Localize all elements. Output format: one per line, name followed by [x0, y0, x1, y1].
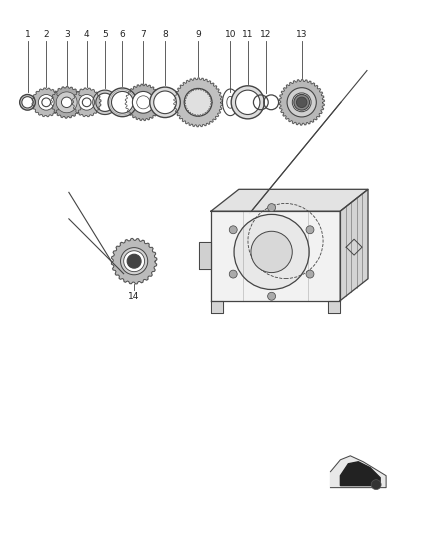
Circle shape	[231, 86, 264, 119]
Circle shape	[268, 292, 276, 300]
Circle shape	[268, 204, 276, 212]
Text: 10: 10	[225, 30, 236, 39]
Circle shape	[79, 94, 95, 110]
Polygon shape	[199, 243, 211, 269]
Text: 3: 3	[64, 30, 70, 39]
Circle shape	[22, 96, 33, 108]
Polygon shape	[279, 79, 325, 125]
Circle shape	[132, 92, 154, 113]
Circle shape	[251, 231, 292, 272]
Polygon shape	[111, 238, 157, 284]
Circle shape	[20, 94, 35, 110]
Text: 12: 12	[260, 30, 272, 39]
Polygon shape	[340, 462, 380, 486]
Circle shape	[306, 226, 314, 234]
Text: 8: 8	[162, 30, 168, 39]
Circle shape	[306, 270, 314, 278]
Circle shape	[61, 97, 72, 108]
Circle shape	[154, 91, 177, 114]
Polygon shape	[211, 211, 340, 301]
Circle shape	[39, 94, 54, 110]
Text: 1: 1	[25, 30, 30, 39]
Circle shape	[229, 226, 237, 234]
Circle shape	[108, 88, 137, 117]
Polygon shape	[211, 301, 223, 312]
Text: 14: 14	[128, 292, 140, 301]
Circle shape	[120, 248, 148, 275]
Circle shape	[297, 97, 307, 108]
Circle shape	[371, 480, 381, 490]
Circle shape	[56, 92, 77, 113]
Polygon shape	[93, 90, 117, 115]
Polygon shape	[174, 78, 223, 127]
Circle shape	[294, 94, 310, 110]
Text: 7: 7	[141, 30, 146, 39]
Text: 4: 4	[84, 30, 89, 39]
Circle shape	[150, 87, 180, 118]
Text: 5: 5	[102, 30, 108, 39]
Polygon shape	[72, 88, 101, 117]
Circle shape	[124, 251, 145, 272]
Polygon shape	[328, 301, 340, 312]
Circle shape	[236, 90, 260, 115]
Polygon shape	[330, 456, 386, 488]
Polygon shape	[32, 88, 60, 117]
Text: 9: 9	[195, 30, 201, 39]
Polygon shape	[340, 189, 368, 301]
Text: 2: 2	[43, 30, 49, 39]
Polygon shape	[51, 86, 82, 118]
Text: 6: 6	[120, 30, 125, 39]
Text: 11: 11	[242, 30, 254, 39]
Polygon shape	[125, 84, 162, 120]
Circle shape	[292, 93, 311, 112]
Circle shape	[127, 254, 141, 268]
Circle shape	[287, 88, 316, 117]
Circle shape	[234, 214, 309, 289]
Circle shape	[229, 270, 237, 278]
Circle shape	[112, 92, 133, 113]
Polygon shape	[211, 189, 368, 211]
Text: 13: 13	[296, 30, 307, 39]
Circle shape	[184, 88, 212, 116]
